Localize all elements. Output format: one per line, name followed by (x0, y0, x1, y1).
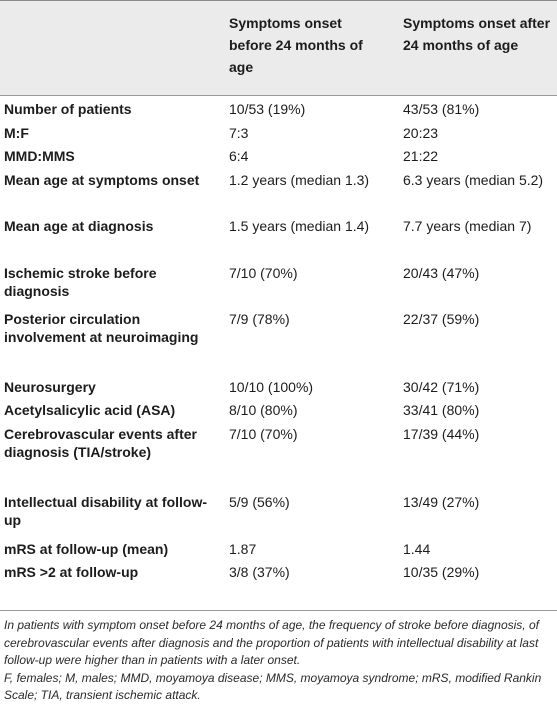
cell-after: 7.7 years (median 7) (403, 218, 532, 234)
cell-after: 22/37 (59%) (403, 311, 480, 327)
row-label: mRS at follow-up (mean) (4, 541, 169, 557)
cell-after: 17/39 (44%) (403, 426, 480, 442)
row-label: Posterior circulation involvement at neu… (4, 311, 199, 345)
row-label: Intellectual disability at follow-up (4, 494, 208, 528)
table-header: Symptoms onset before 24 months of age S… (0, 0, 557, 96)
cell-after: 6.3 years (median 5.2) (403, 172, 544, 188)
cell-before: 3/8 (37%) (229, 564, 290, 580)
cell-after: 13/49 (27%) (403, 494, 480, 510)
cell-before: 5/9 (56%) (229, 494, 290, 510)
row-label: Acetylsalicylic acid (ASA) (4, 402, 176, 418)
table-footnotes: In patients with symptom onset before 24… (4, 617, 554, 705)
cell-before: 7/10 (70%) (229, 265, 298, 281)
cell-before: 8/10 (80%) (229, 402, 298, 418)
cell-after: 20/43 (47%) (403, 265, 480, 281)
row-label: Neurosurgery (4, 379, 96, 395)
cell-after: 30/42 (71%) (403, 379, 480, 395)
row-label: Number of patients (4, 101, 132, 117)
cell-before: 1.87 (229, 541, 257, 557)
cell-after: 21:22 (403, 148, 439, 164)
footnote-summary: In patients with symptom onset before 24… (4, 618, 539, 667)
row-label: Mean age at diagnosis (4, 218, 154, 234)
column-header-after-24-months: Symptoms onset after 24 months of age (403, 15, 551, 53)
cell-after: 1.44 (403, 541, 431, 557)
cell-before: 7:3 (229, 125, 249, 141)
row-label: mRS >2 at follow-up (4, 564, 139, 580)
cell-after: 33/41 (80%) (403, 402, 480, 418)
cell-before: 7/10 (70%) (229, 426, 298, 442)
row-label: MMD:MMS (4, 148, 75, 164)
column-header-before-24-months: Symptoms onset before 24 months of age (229, 15, 363, 75)
row-label: M:F (4, 125, 29, 141)
cell-before: 10/10 (100%) (229, 379, 314, 395)
cell-after: 10/35 (29%) (403, 564, 480, 580)
row-label: Cerebrovascular events after diagnosis (… (4, 426, 197, 460)
footnote-abbreviations: F, females; M, males; MMD, moyamoya dise… (4, 670, 542, 703)
row-label: Ischemic stroke before diagnosis (4, 265, 157, 299)
cell-after: 20:23 (403, 125, 439, 141)
row-label: Mean age at symptoms onset (4, 172, 200, 188)
cell-after: 43/53 (81%) (403, 101, 480, 117)
bottom-rule (0, 610, 557, 611)
cell-before: 6:4 (229, 148, 249, 164)
cell-before: 1.5 years (median 1.4) (229, 218, 370, 234)
top-rule (0, 0, 557, 1)
cell-before: 10/53 (19%) (229, 101, 306, 117)
cell-before: 7/9 (78%) (229, 311, 290, 327)
cell-before: 1.2 years (median 1.3) (229, 172, 370, 188)
